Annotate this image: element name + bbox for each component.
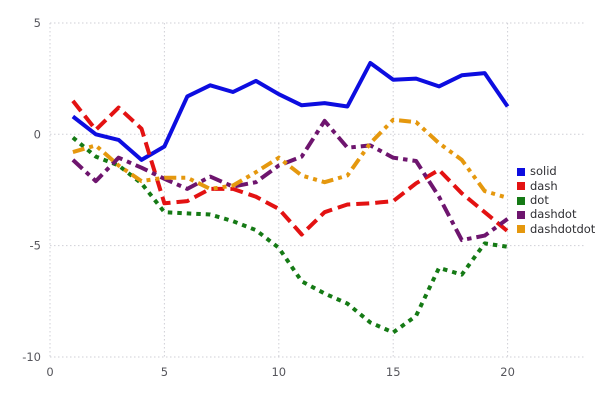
x-tick-label: 20	[500, 365, 515, 379]
y-tick-label: -5	[30, 239, 41, 253]
legend-item-dash: dash	[517, 179, 595, 193]
legend-item-dashdotdot: dashdotdot	[517, 222, 595, 236]
legend-swatch-dot	[517, 196, 525, 205]
legend-swatch-dash	[517, 182, 525, 191]
legend-label-dash: dash	[530, 178, 558, 193]
legend-label-dashdotdot: dashdotdot	[530, 221, 596, 236]
series-line-dashdotdot	[72, 117, 509, 200]
x-tick-label: 10	[271, 365, 286, 379]
y-tick-label: -10	[22, 350, 41, 364]
series-line-dot	[71, 136, 508, 335]
legend-item-dot: dot	[517, 194, 595, 208]
y-tick-label: 5	[34, 16, 41, 30]
y-tick-label: 0	[34, 127, 41, 141]
legend-swatch-dashdot	[517, 211, 525, 220]
legend-item-dashdot: dashdot	[517, 208, 595, 222]
chart-legend: solid dash dot dashdot dashdotdot	[517, 165, 595, 236]
series-line-solid	[71, 61, 510, 162]
legend-label-solid: solid	[530, 164, 557, 179]
x-tick-label: 15	[386, 365, 401, 379]
series-line-dashdot	[71, 118, 509, 243]
series-line-dash	[71, 99, 509, 237]
legend-label-dashdot: dashdot	[530, 207, 577, 222]
legend-swatch-solid	[517, 168, 525, 177]
legend-swatch-dashdotdot	[517, 225, 525, 234]
legend-item-solid: solid	[517, 165, 595, 179]
x-tick-label: 5	[161, 365, 168, 379]
legend-label-dot: dot	[530, 192, 549, 207]
x-tick-label: 0	[46, 365, 53, 379]
